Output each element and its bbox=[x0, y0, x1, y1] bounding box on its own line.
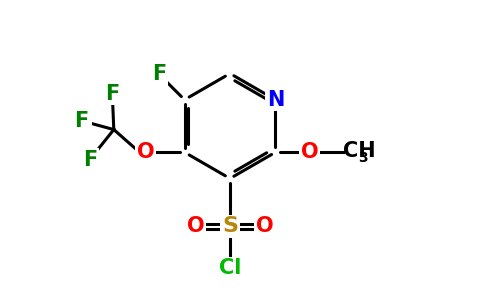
Text: S: S bbox=[222, 217, 238, 236]
Text: O: O bbox=[256, 217, 273, 236]
Text: F: F bbox=[105, 84, 120, 103]
Text: O: O bbox=[187, 217, 204, 236]
Text: F: F bbox=[74, 111, 88, 130]
Text: F: F bbox=[152, 64, 166, 84]
Text: O: O bbox=[136, 142, 154, 162]
Text: F: F bbox=[83, 150, 97, 169]
Text: 3: 3 bbox=[358, 151, 367, 165]
Text: N: N bbox=[267, 90, 284, 110]
Text: Cl: Cl bbox=[219, 259, 241, 278]
Text: O: O bbox=[301, 142, 319, 162]
Text: CH: CH bbox=[343, 141, 376, 161]
